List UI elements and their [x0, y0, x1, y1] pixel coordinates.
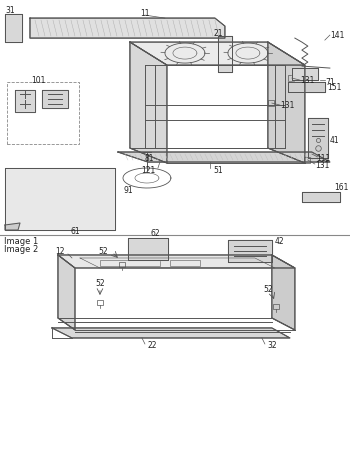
Polygon shape	[58, 255, 75, 330]
Polygon shape	[302, 192, 340, 202]
Polygon shape	[5, 14, 22, 42]
Text: 121: 121	[141, 165, 155, 174]
Polygon shape	[130, 42, 167, 163]
Polygon shape	[130, 42, 305, 65]
Polygon shape	[42, 90, 68, 108]
Bar	[100, 260, 160, 266]
Polygon shape	[5, 223, 20, 230]
Text: 51: 51	[213, 165, 223, 174]
Bar	[273, 304, 279, 309]
Polygon shape	[272, 255, 295, 330]
Bar	[170, 260, 200, 266]
Text: 52: 52	[98, 247, 108, 256]
Text: 31: 31	[5, 5, 15, 14]
Polygon shape	[268, 42, 305, 163]
Bar	[304, 157, 310, 163]
Bar	[119, 262, 125, 267]
Polygon shape	[52, 328, 290, 338]
Polygon shape	[228, 240, 272, 262]
Polygon shape	[30, 18, 225, 38]
Polygon shape	[128, 238, 168, 260]
Bar	[288, 75, 294, 81]
Text: 81: 81	[145, 154, 154, 163]
Polygon shape	[15, 90, 35, 112]
Text: 52: 52	[95, 280, 105, 289]
Bar	[7, 82, 79, 144]
Text: 161: 161	[335, 183, 349, 192]
Polygon shape	[5, 168, 115, 230]
Text: 111: 111	[316, 154, 330, 163]
Polygon shape	[288, 82, 325, 92]
Text: 21: 21	[213, 29, 223, 38]
Polygon shape	[118, 152, 330, 162]
Bar	[268, 100, 274, 106]
Text: 12: 12	[55, 247, 65, 256]
Text: 61: 61	[70, 227, 80, 236]
Text: 42: 42	[275, 237, 285, 246]
Text: 32: 32	[267, 342, 277, 351]
Bar	[97, 300, 103, 305]
Text: Image 1: Image 1	[4, 237, 38, 246]
Polygon shape	[292, 68, 318, 80]
Text: 151: 151	[328, 82, 342, 92]
Polygon shape	[308, 118, 328, 158]
Text: 71: 71	[325, 77, 335, 87]
Text: 22: 22	[147, 342, 157, 351]
Text: 62: 62	[150, 230, 160, 238]
Polygon shape	[218, 36, 232, 72]
Text: 131: 131	[316, 160, 330, 169]
Text: 52: 52	[263, 285, 273, 294]
Text: Image 2: Image 2	[4, 245, 38, 254]
Text: 91: 91	[123, 186, 133, 194]
Polygon shape	[58, 255, 295, 268]
Text: 11: 11	[140, 9, 150, 18]
Text: 131: 131	[281, 101, 295, 110]
Text: 101: 101	[31, 76, 45, 85]
Text: 131: 131	[301, 76, 315, 85]
Text: 41: 41	[330, 135, 339, 145]
Text: 141: 141	[331, 31, 345, 39]
